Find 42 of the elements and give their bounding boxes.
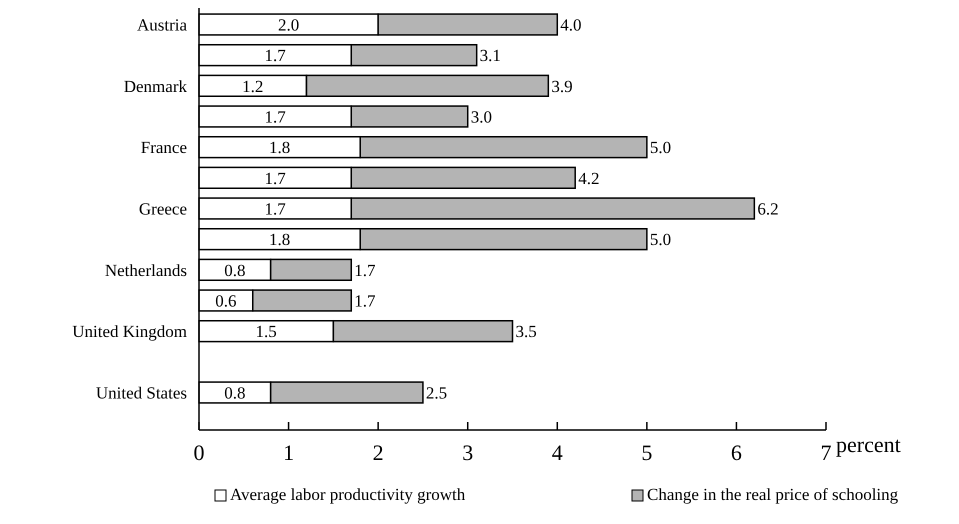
total-label: 3.0 [470,107,492,126]
legend-label: Change in the real price of schooling [647,485,899,504]
y-tick-label: Denmark [124,76,188,96]
total-label: 3.9 [551,76,573,96]
data-label: 1.7 [264,168,286,188]
x-tick-label: 2 [372,440,384,465]
data-label: 1.8 [268,230,290,250]
total-label: 1.7 [354,291,376,310]
data-label: 1.7 [264,199,286,218]
y-tick-label: France [140,138,187,158]
x-tick-label: 1 [283,440,294,465]
y-tick-label: Austria [136,15,188,34]
total-label: 2.5 [426,383,448,402]
x-axis-title: percent [836,432,901,457]
data-label: 1.8 [268,138,290,158]
data-label: 0.6 [215,291,236,310]
x-tick-label: 6 [730,440,742,465]
legend-label: Average labor productivity growth [230,485,466,504]
x-tick-label: 3 [462,440,474,465]
total-label: 6.2 [757,199,779,218]
total-label: 3.1 [480,46,501,66]
data-label: 0.8 [224,383,246,402]
y-tick-label: United Kingdom [72,322,187,342]
x-tick-label: 0 [194,440,204,465]
data-label: 1.2 [242,76,264,96]
y-tick-label: United States [96,383,187,402]
y-tick-label: Netherlands [104,260,187,280]
total-label: 5.0 [650,230,672,250]
x-tick-label: 7 [820,440,832,465]
total-label: 4.0 [560,15,582,34]
total-label: 4.2 [578,168,600,188]
x-tick-label: 4 [552,440,563,465]
data-label: 0.8 [224,260,246,280]
total-label: 1.7 [354,260,376,280]
data-label: 2.0 [278,15,300,34]
total-label: 3.5 [516,322,537,342]
y-tick-label: Greece [138,199,187,218]
data-label: 1.7 [264,107,286,126]
x-tick-label: 5 [641,440,652,465]
data-label: 1.7 [264,46,286,66]
total-label: 5.0 [650,138,672,158]
data-label: 1.5 [256,322,277,342]
